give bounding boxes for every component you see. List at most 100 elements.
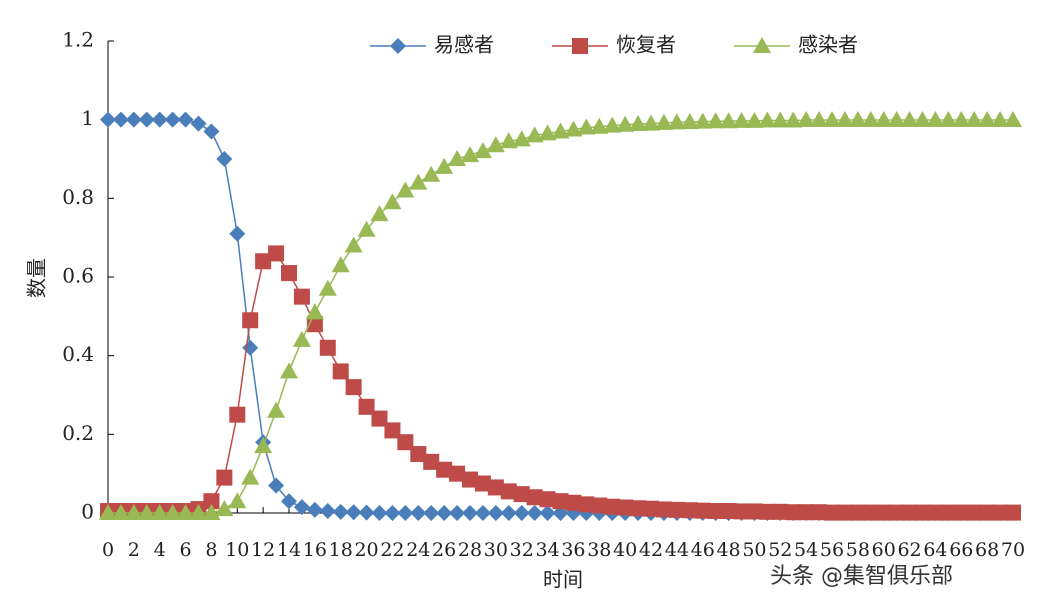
data-point [164, 111, 181, 128]
data-point [176, 504, 195, 520]
x-tick-label: 14 [277, 539, 301, 561]
x-tick-label: 66 [949, 539, 973, 561]
data-point [189, 504, 208, 520]
data-point [255, 253, 272, 270]
data-point [538, 124, 557, 141]
data-point [603, 116, 622, 133]
data-point [979, 504, 996, 521]
data-point [927, 504, 944, 521]
data-point [706, 112, 725, 129]
data-point [564, 120, 583, 137]
data-point [383, 193, 402, 210]
data-point [966, 504, 983, 521]
data-point [785, 504, 802, 521]
data-point [344, 236, 363, 253]
data-point [913, 111, 932, 128]
data-point [138, 111, 155, 128]
data-point [888, 504, 905, 521]
data-point [849, 504, 866, 521]
data-point [978, 111, 997, 128]
data-point [371, 505, 388, 521]
x-tick-label: 40 [613, 539, 637, 561]
data-point [268, 477, 285, 494]
data-point [268, 245, 285, 262]
legend-label: 易感者 [434, 33, 494, 57]
data-point [745, 111, 764, 128]
y-tick-label: 0.6 [62, 264, 94, 288]
data-point [926, 111, 945, 128]
data-point [668, 501, 685, 518]
data-point [137, 504, 156, 520]
data-point [331, 256, 350, 273]
x-tick-label: 58 [846, 539, 870, 561]
data-point [526, 505, 543, 521]
x-tick-label: 62 [897, 539, 921, 561]
data-point [707, 503, 724, 520]
data-point [280, 362, 298, 379]
data-point [875, 504, 892, 521]
data-point [203, 493, 220, 510]
data-point [384, 505, 401, 521]
x-tick-label: 30 [484, 539, 508, 561]
x-tick-label: 64 [923, 539, 947, 561]
x-tick-label: 50 [742, 539, 766, 561]
data-point [357, 220, 376, 237]
data-point [410, 505, 427, 521]
data-point [590, 117, 609, 134]
data-point [694, 502, 711, 519]
x-tick-label: 12 [251, 539, 275, 561]
data-point [719, 112, 738, 129]
data-point [305, 303, 324, 320]
y-tick-label: 0.4 [62, 342, 94, 366]
x-tick-label: 4 [154, 539, 166, 561]
data-point [293, 499, 310, 516]
x-tick-label: 68 [975, 539, 999, 561]
legend-label: 感染者 [798, 33, 858, 57]
data-point [551, 122, 570, 139]
data-point [462, 471, 478, 488]
data-point [565, 494, 582, 511]
x-tick-label: 42 [639, 539, 663, 561]
data-point [216, 151, 233, 167]
x-tick-label: 20 [354, 539, 378, 561]
data-point [396, 181, 415, 198]
x-tick-label: 8 [205, 539, 217, 561]
data-point [577, 118, 596, 135]
data-point [759, 503, 776, 520]
data-point [474, 475, 491, 492]
data-point [887, 111, 906, 128]
data-point [487, 479, 504, 496]
data-point [965, 111, 984, 128]
data-point [578, 496, 595, 513]
data-point [680, 113, 699, 130]
data-point [474, 505, 491, 521]
data-point [732, 111, 751, 128]
data-point [423, 453, 440, 470]
y-tick-label: 1.2 [62, 28, 94, 52]
data-point [655, 501, 672, 518]
data-point [292, 330, 311, 347]
data-point [861, 111, 880, 128]
data-point [345, 379, 362, 396]
data-point [771, 111, 790, 128]
data-point [499, 132, 518, 149]
data-point [125, 111, 142, 128]
data-point [940, 504, 957, 521]
data-point [733, 503, 750, 520]
data-point [939, 111, 958, 128]
x-tick-label: 34 [535, 539, 559, 561]
data-point [900, 111, 919, 128]
data-point [758, 111, 777, 128]
x-tick-label: 60 [872, 539, 896, 561]
data-point [241, 468, 260, 485]
data-point [216, 469, 233, 486]
data-point [215, 500, 234, 517]
data-point [436, 505, 453, 521]
x-axis-label: 时间 [543, 568, 583, 592]
data-point [667, 113, 686, 130]
x-tick-label: 44 [665, 539, 689, 561]
watermark: 头条 @集智俱乐部 [770, 564, 953, 589]
data-point [242, 312, 259, 329]
data-point [539, 505, 556, 521]
